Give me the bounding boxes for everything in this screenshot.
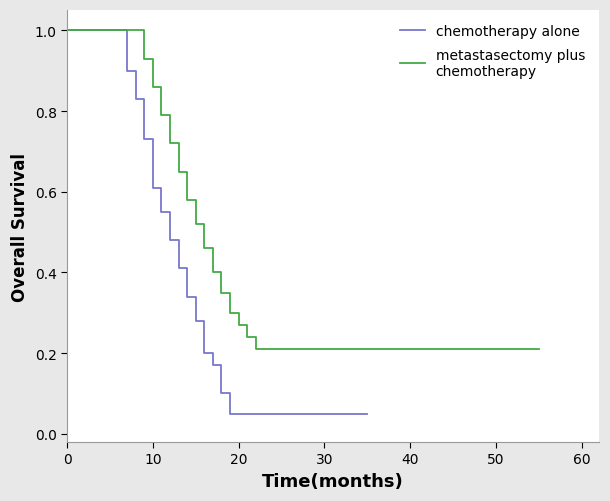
metastasectomy plus
chemotherapy [226, 310, 234, 316]
metastasectomy plus
chemotherapy [132, 28, 139, 34]
chemotherapy alone [201, 318, 208, 324]
chemotherapy alone [243, 411, 251, 417]
metastasectomy plus
chemotherapy [132, 28, 139, 34]
metastasectomy plus
chemotherapy [175, 141, 182, 147]
metastasectomy plus
chemotherapy [252, 334, 259, 340]
metastasectomy plus
chemotherapy [63, 28, 71, 34]
metastasectomy plus
chemotherapy [321, 346, 328, 352]
metastasectomy plus
chemotherapy [158, 113, 165, 119]
metastasectomy plus
chemotherapy [304, 346, 311, 352]
chemotherapy alone [149, 185, 157, 191]
metastasectomy plus
chemotherapy [167, 141, 174, 147]
chemotherapy alone [192, 318, 199, 324]
chemotherapy alone [115, 28, 122, 34]
metastasectomy plus
chemotherapy [218, 270, 225, 276]
metastasectomy plus
chemotherapy [192, 221, 199, 227]
metastasectomy plus
chemotherapy [184, 169, 191, 175]
metastasectomy plus
chemotherapy [184, 197, 191, 203]
metastasectomy plus
chemotherapy [209, 245, 217, 252]
chemotherapy alone [132, 69, 139, 75]
metastasectomy plus
chemotherapy [141, 57, 148, 63]
chemotherapy alone [243, 411, 251, 417]
chemotherapy alone [149, 137, 157, 143]
chemotherapy alone [63, 28, 71, 34]
chemotherapy alone [123, 28, 131, 34]
chemotherapy alone [184, 294, 191, 300]
metastasectomy plus
chemotherapy [269, 346, 276, 352]
metastasectomy plus
chemotherapy [535, 346, 542, 352]
metastasectomy plus
chemotherapy [201, 221, 208, 227]
metastasectomy plus
chemotherapy [304, 346, 311, 352]
metastasectomy plus
chemotherapy [149, 57, 157, 63]
chemotherapy alone [141, 137, 148, 143]
metastasectomy plus
chemotherapy [167, 113, 174, 119]
Line: chemotherapy alone: chemotherapy alone [67, 31, 367, 414]
chemotherapy alone [192, 294, 199, 300]
metastasectomy plus
chemotherapy [149, 85, 157, 91]
metastasectomy plus
chemotherapy [243, 322, 251, 328]
chemotherapy alone [226, 391, 234, 397]
metastasectomy plus
chemotherapy [406, 346, 414, 352]
chemotherapy alone [235, 411, 242, 417]
chemotherapy alone [201, 350, 208, 356]
metastasectomy plus
chemotherapy [287, 346, 294, 352]
chemotherapy alone [158, 185, 165, 191]
chemotherapy alone [175, 237, 182, 243]
chemotherapy alone [235, 411, 242, 417]
metastasectomy plus
chemotherapy [406, 346, 414, 352]
chemotherapy alone [141, 97, 148, 103]
metastasectomy plus
chemotherapy [209, 270, 217, 276]
Legend: chemotherapy alone, metastasectomy plus
chemotherapy: chemotherapy alone, metastasectomy plus … [393, 18, 592, 86]
metastasectomy plus
chemotherapy [158, 85, 165, 91]
metastasectomy plus
chemotherapy [192, 197, 199, 203]
chemotherapy alone [158, 209, 165, 215]
chemotherapy alone [252, 411, 259, 417]
metastasectomy plus
chemotherapy [235, 322, 242, 328]
metastasectomy plus
chemotherapy [175, 169, 182, 175]
chemotherapy alone [209, 350, 217, 356]
chemotherapy alone [132, 97, 139, 103]
metastasectomy plus
chemotherapy [218, 290, 225, 296]
chemotherapy alone [167, 237, 174, 243]
metastasectomy plus
chemotherapy [226, 290, 234, 296]
X-axis label: Time(months): Time(months) [262, 472, 404, 490]
Y-axis label: Overall Survival: Overall Survival [11, 152, 29, 301]
chemotherapy alone [218, 391, 225, 397]
chemotherapy alone [175, 266, 182, 272]
metastasectomy plus
chemotherapy [201, 245, 208, 252]
metastasectomy plus
chemotherapy [235, 310, 242, 316]
metastasectomy plus
chemotherapy [243, 334, 251, 340]
chemotherapy alone [364, 411, 371, 417]
chemotherapy alone [123, 69, 131, 75]
chemotherapy alone [218, 363, 225, 369]
chemotherapy alone [167, 209, 174, 215]
chemotherapy alone [226, 411, 234, 417]
chemotherapy alone [115, 28, 122, 34]
metastasectomy plus
chemotherapy [321, 346, 328, 352]
metastasectomy plus
chemotherapy [141, 28, 148, 34]
chemotherapy alone [184, 266, 191, 272]
Line: metastasectomy plus
chemotherapy: metastasectomy plus chemotherapy [67, 31, 539, 349]
metastasectomy plus
chemotherapy [252, 346, 259, 352]
chemotherapy alone [209, 363, 217, 369]
chemotherapy alone [252, 411, 259, 417]
metastasectomy plus
chemotherapy [269, 346, 276, 352]
metastasectomy plus
chemotherapy [287, 346, 294, 352]
